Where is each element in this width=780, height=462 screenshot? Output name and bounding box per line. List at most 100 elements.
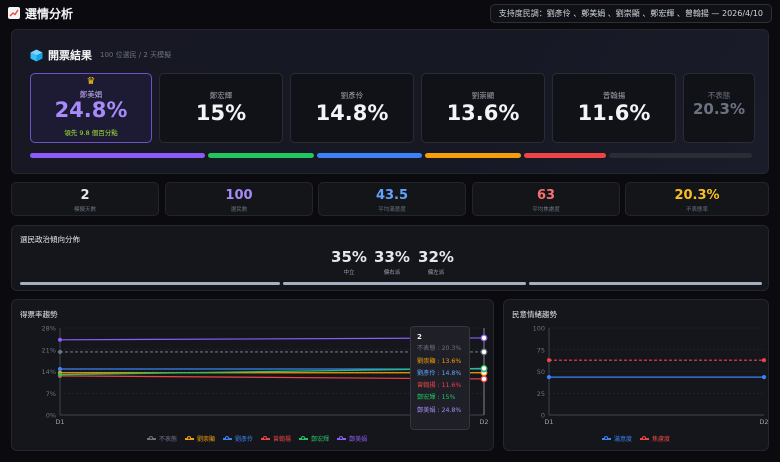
results-header: 開票結果 100 位選民 / 2 天模擬 [30,47,171,63]
political-leaning-card: 選民政治傾向分佈 35% 中立 33% 偏右派 32% 偏左派 [11,225,769,291]
share-segment [523,153,606,158]
legend-label: 曾翰揚 [273,436,292,443]
tooltip-row: 不表態 : 20.3% [417,345,462,353]
legend-item[interactable]: 焦慮度 [640,434,670,443]
share-segment [317,153,422,158]
y-tick-label: 7% [46,390,56,398]
legend-label: 鄭美娟 [349,436,368,443]
legend-item[interactable]: 劉彥伶 [223,434,253,443]
leaning-value: 33% [374,248,410,266]
legend-label: 劉崇顯 [197,436,216,443]
political-leaning-title: 選民政治傾向分佈 [20,235,80,244]
stat-voters: 100 選民數 [165,182,313,216]
lead-margin: 領先 9.8 個百分點 [64,129,118,137]
y-tick-label: 28% [42,325,56,333]
leaning-neutral: 35% 中立 [329,248,369,276]
legend-item[interactable]: 鄭美娟 [337,434,367,443]
legend-item[interactable]: 曾翰揚 [261,434,291,443]
legend-swatch [640,435,650,440]
tooltip-row: 曾翰揚 : 11.6% [417,382,462,390]
results-subtitle: 100 位選民 / 2 天模擬 [100,51,172,59]
candidate-percent: 15% [195,101,247,125]
sentiment-trend-card: 民意情緒趨勢 0 25 50 75 100 D1 D2 滿意度 焦慮度 [503,299,769,451]
legend-swatch [602,435,611,440]
y-tick-label: 25 [537,390,545,398]
share-segment [424,153,521,158]
tooltip-title: 2 [417,333,422,341]
leaning-value: 32% [418,248,454,266]
stat-value: 43.5 [375,188,409,203]
sentiment-trend-chart[interactable]: 0 25 50 75 100 D1 D2 [504,300,770,452]
x-tick-label: D2 [479,418,488,426]
results-title: 開票結果 [48,49,92,62]
legend-swatch [261,435,271,440]
app-title-text: 選情分析 [25,6,74,21]
candidate-percent: 14.8% [315,101,389,125]
candidate-card[interactable]: 鄭宏輝 15% [159,73,283,143]
candidate-name: 曾翰揚 [602,91,626,100]
candidate-card[interactable]: 劉彥伶 14.8% [290,73,414,143]
tooltip-row: 劉崇顯 : 13.6% [417,357,462,365]
sentiment-trend-legend: 滿意度 焦慮度 [602,434,670,443]
data-point [480,348,488,356]
chart-icon [8,7,20,19]
data-point [761,375,767,380]
leaning-label: 偏右派 [383,270,401,276]
legend-label: 鄭宏輝 [311,436,330,443]
candidate-percent: 24.8% [54,98,128,122]
app-title: 選情分析 [8,5,73,22]
y-tick-label: 50 [537,368,545,376]
candidate-card[interactable]: 劉崇顯 13.6% [421,73,545,143]
vote-trend-title: 得票率趨勢 [20,310,58,319]
legend-swatch [147,435,156,440]
candidate-name: 不表態 [707,91,731,100]
candidate-card-undecided[interactable]: 不表態 20.3% [683,73,755,143]
stat-days: 2 模擬天數 [11,182,159,216]
leaning-label: 中立 [343,270,355,276]
stat-value: 63 [536,188,556,203]
stat-anxiety: 63 平均焦慮度 [472,182,620,216]
legend-swatch [337,435,347,440]
stat-value: 2 [80,188,90,203]
y-tick-label: 0% [46,412,56,420]
stat-label: 不表態率 [685,207,708,213]
crown-icon: ♛ [86,76,96,87]
candidate-card-leader[interactable]: ♛ 鄭美娟 24.8% 領先 9.8 個百分點 [30,73,152,143]
y-tick-label: 75 [537,346,545,354]
leaning-left: 32% 偏左派 [416,248,456,276]
data-point [546,375,552,380]
stat-undecided: 20.3% 不表態率 [625,182,769,216]
stat-label: 平均焦慮度 [532,207,560,213]
stat-satisfaction: 43.5 平均滿意度 [318,182,466,216]
legend-swatch [185,435,195,440]
legend-item[interactable]: 不表態 [147,434,177,443]
y-tick-label: 14% [42,368,56,376]
share-segment [608,153,752,158]
legend-label: 不表態 [159,436,178,443]
candidate-name: 劉彥伶 [340,91,364,100]
poll-info-pill[interactable]: 支持度民調：劉彥伶 、鄭美娟 、劉崇顯 、鄭宏輝 、曾翰揚 — 2026/4/1… [489,3,772,23]
candidate-percent: 20.3% [692,100,746,118]
candidate-percent: 13.6% [446,101,520,125]
data-point [57,366,63,372]
leaning-label: 偏左派 [427,270,445,276]
candidate-name: 鄭美娟 [79,90,103,99]
tooltip-row: 鄭宏輝 : 15% [417,394,456,402]
tooltip-row: 鄭美娟 : 24.8% [417,406,462,414]
candidate-card[interactable]: 曾翰揚 11.6% [552,73,676,143]
legend-item[interactable]: 滿意度 [602,434,632,443]
legend-item[interactable]: 鄭宏輝 [299,434,329,443]
sentiment-trend-title: 民意情緒趨勢 [512,310,557,319]
y-tick-label: 21% [42,346,56,354]
stat-label: 平均滿意度 [378,207,406,213]
y-tick-label: 0 [541,412,545,420]
leaning-bar-neutral [20,282,280,285]
tooltip-row: 劉彥伶 : 14.8% [417,369,462,377]
data-point [761,358,767,363]
legend-item[interactable]: 劉崇顯 [185,434,215,443]
stat-value: 20.3% [674,188,720,203]
data-point [480,375,488,383]
ballot-box-icon [30,49,43,61]
leaning-bar-right [283,282,526,285]
legend-label: 劉彥伶 [235,436,254,443]
